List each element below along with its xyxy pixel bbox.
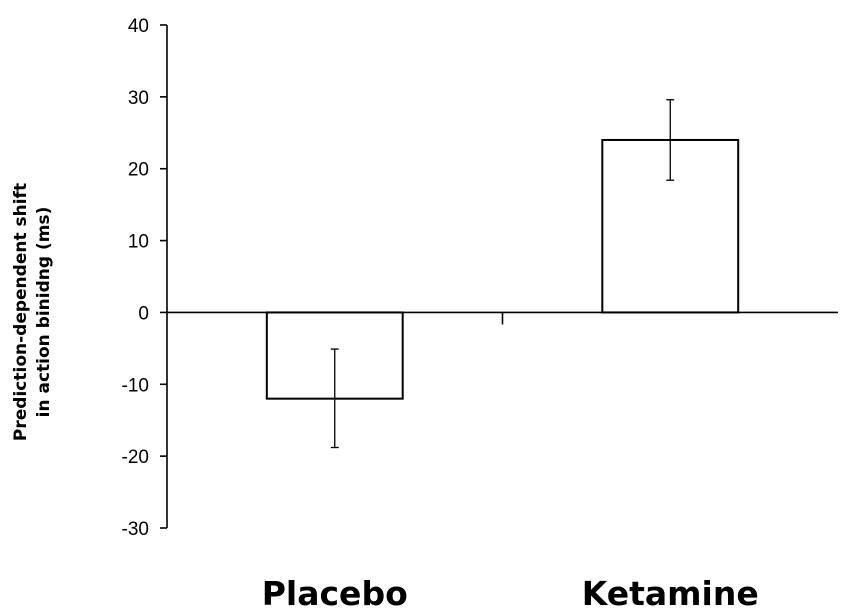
- y-tick-label: -10: [122, 375, 149, 396]
- category-label-placebo: Placebo: [262, 574, 408, 611]
- y-tick-label: 0: [138, 303, 149, 324]
- y-tick-label: 20: [128, 160, 149, 181]
- y-tick-label: 10: [128, 232, 149, 253]
- y-axis-title-line-2: in action binidng (ms): [34, 207, 54, 418]
- category-label-ketamine: Ketamine: [582, 574, 759, 611]
- y-tick-label: 40: [128, 16, 149, 37]
- y-tick-label: -20: [122, 447, 149, 468]
- y-tick-label: 30: [128, 88, 149, 109]
- y-tick-label: -30: [122, 519, 149, 540]
- y-axis-title: Prediction-dependent shift in action bin…: [11, 183, 54, 441]
- y-axis-title-line-1: Prediction-dependent shift: [11, 183, 31, 441]
